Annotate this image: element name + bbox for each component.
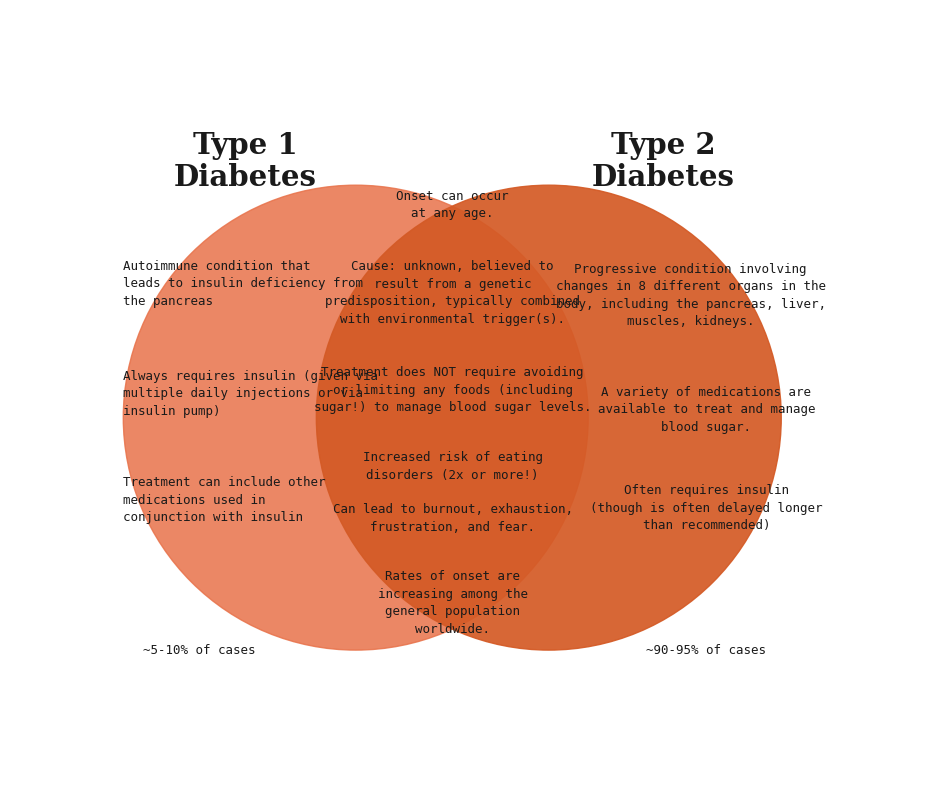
- Text: Cause: unknown, believed to
result from a genetic
predisposition, typically comb: Cause: unknown, believed to result from …: [325, 260, 580, 326]
- Text: Can lead to burnout, exhaustion,
frustration, and fear.: Can lead to burnout, exhaustion, frustra…: [333, 504, 572, 533]
- Text: Progressive condition involving
changes in 8 different organs in the
body, inclu: Progressive condition involving changes …: [556, 262, 825, 329]
- Text: Treatment does NOT require avoiding
or limiting any foods (including
sugar!) to : Treatment does NOT require avoiding or l…: [314, 366, 591, 414]
- Text: Treatment can include other
medications used in
conjunction with insulin: Treatment can include other medications …: [123, 477, 326, 524]
- Circle shape: [317, 185, 781, 650]
- Text: Autoimmune condition that
leads to insulin deficiency from
the pancreas: Autoimmune condition that leads to insul…: [123, 260, 363, 307]
- Text: Rates of onset are
increasing among the
general population
worldwide.: Rates of onset are increasing among the …: [378, 570, 527, 636]
- Circle shape: [123, 185, 588, 650]
- Text: Increased risk of eating
disorders (2x or more!): Increased risk of eating disorders (2x o…: [363, 452, 542, 481]
- Text: A variety of medications are
available to treat and manage
blood sugar.: A variety of medications are available t…: [598, 386, 815, 433]
- Text: Always requires insulin (given via
multiple daily injections or via
insulin pump: Always requires insulin (given via multi…: [123, 370, 378, 418]
- Text: ~90-95% of cases: ~90-95% of cases: [647, 644, 766, 656]
- Text: Often requires insulin
(though is often delayed longer
than recommended): Often requires insulin (though is often …: [590, 485, 822, 532]
- Text: Type 1
Diabetes: Type 1 Diabetes: [174, 131, 317, 192]
- Text: ~5-10% of cases: ~5-10% of cases: [143, 644, 256, 656]
- Text: Type 2
Diabetes: Type 2 Diabetes: [591, 131, 734, 192]
- Text: Onset can occur
at any age.: Onset can occur at any age.: [397, 190, 509, 220]
